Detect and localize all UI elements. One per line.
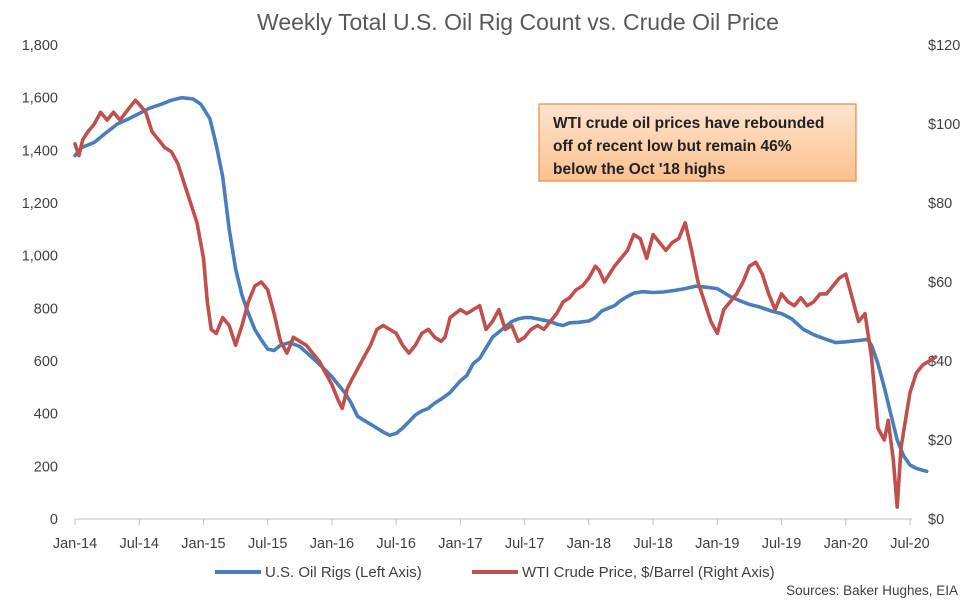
right-axis-ticks: $0 $20 $40 $60 $80 $100 $120 [928,38,960,528]
left-axis-tick-label: 600 [34,354,58,370]
left-axis-tick-label: 800 [34,301,58,317]
left-axis-tick-label: 1,800 [22,38,58,54]
legend-label-rigs: U.S. Oil Rigs (Left Axis) [265,564,422,581]
left-axis-ticks: 0 200 400 600 800 1,000 1,200 1,400 1,600 1,800 [22,38,58,528]
left-axis-tick-label: 1,600 [22,91,58,107]
left-axis-tick-label: 400 [34,407,58,423]
annotation-line-1: WTI crude oil prices have rebounded [553,115,824,132]
annotation-line-2: off of recent low but remain 46% [553,138,792,155]
annotation-box: WTI crude oil prices have rebounded off … [538,103,857,182]
right-axis-tick-label: $100 [928,117,960,133]
right-axis-tick-label: $120 [928,38,960,54]
x-axis-tick-label: Jul-14 [119,536,159,552]
x-axis-tick-label: Jan-17 [438,536,482,552]
rig-count-line [73,95,929,474]
x-axis-tick-label: Jan-19 [695,536,739,552]
left-axis-tick-label: 0 [50,512,58,528]
wti-price-line [73,98,938,509]
left-axis-tick-label: 1,200 [22,196,58,212]
right-axis-tick-label: $0 [928,512,944,528]
x-axis-tick-label: Jul-18 [633,536,673,552]
x-axis-tick-label: Jan-20 [824,536,868,552]
x-axis-tick-label: Jul-17 [505,536,545,552]
chart-title: Weekly Total U.S. Oil Rig Count vs. Crud… [257,9,779,35]
x-axis-tick-label: Jan-14 [53,536,97,552]
right-axis-tick-label: $60 [928,275,952,291]
x-axis-tick-label: Jul-15 [248,536,288,552]
left-axis-tick-label: 1,400 [22,143,58,159]
x-axis-tick-label: Jan-18 [567,536,611,552]
source-note: Sources: Baker Hughes, EIA [786,583,958,598]
right-axis-tick-label: $80 [928,196,952,212]
plot-lines [73,95,938,509]
x-axis-tick-label: Jul-19 [762,536,802,552]
right-axis-tick-label: $20 [928,433,952,449]
x-axis-tick-label: Jul-16 [376,536,416,552]
x-axis: Jan-14 Jul-14 Jan-15 Jul-15 Jan-16 Jul-16 Jan-… [53,518,930,552]
left-axis-tick-label: 1,000 [22,249,58,265]
left-axis-tick-label: 200 [34,459,58,475]
annotation-line-3: below the Oct '18 highs [553,161,726,178]
right-axis-tick-label: $40 [928,354,952,370]
legend: U.S. Oil Rigs (Left Axis) WTI Crude Pric… [215,564,775,581]
x-axis-tick-label: Jan-16 [310,536,354,552]
x-axis-tick-label: Jul-20 [890,536,930,552]
annotation-background [538,103,857,182]
legend-label-wti: WTI Crude Price, $/Barrel (Right Axis) [522,564,775,581]
x-axis-tick-label: Jan-15 [181,536,225,552]
